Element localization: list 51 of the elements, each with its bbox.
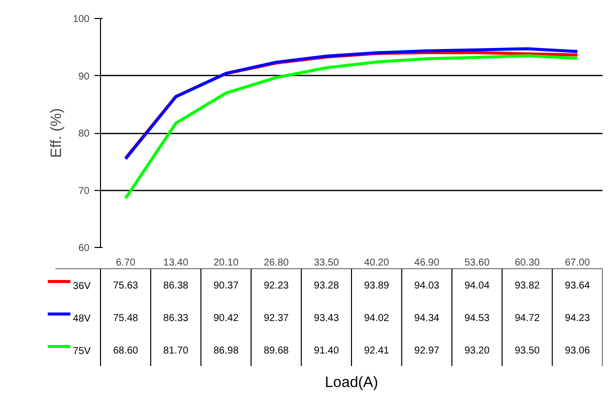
x-tick-label: 40.20 (364, 258, 390, 268)
y-tick-label: 60 (78, 243, 90, 254)
x-tick-label: 60.30 (514, 258, 540, 268)
legend-label: 48V (72, 313, 92, 324)
data-label: 92.41 (364, 345, 390, 356)
data-label: 68.60 (113, 345, 139, 356)
data-label: 94.53 (464, 312, 490, 324)
data-label: 94.23 (564, 312, 590, 324)
x-tick-label: 53.60 (464, 258, 490, 268)
y-tick-label: 80 (78, 128, 90, 140)
y-axis-title: Eff. (%) (48, 108, 65, 158)
legend-label: 75V (72, 346, 92, 357)
x-tick-label: 46.90 (414, 258, 440, 268)
data-label: 86.98 (213, 345, 239, 356)
data-label: 92.37 (264, 312, 290, 324)
data-label: 75.48 (113, 312, 139, 324)
data-label: 90.37 (213, 280, 239, 292)
data-label: 94.72 (514, 312, 540, 324)
data-label: 94.02 (364, 312, 390, 324)
y-tick-label: 100 (72, 14, 90, 25)
y-tick-label: 70 (78, 186, 90, 197)
data-label: 94.34 (414, 312, 440, 324)
x-tick-label: 13.40 (163, 258, 189, 268)
data-label: 93.43 (314, 312, 340, 324)
data-label: 89.68 (264, 345, 290, 356)
data-label: 94.04 (464, 280, 490, 292)
text: Load(A) (324, 374, 378, 391)
x-tick-label: 20.10 (213, 258, 239, 268)
x-tick-label: 26.80 (264, 258, 290, 268)
x-tick-label: 67.00 (564, 258, 590, 268)
data-label: 93.06 (564, 345, 590, 356)
data-label: 86.33 (163, 312, 189, 324)
data-label: 93.82 (514, 280, 540, 292)
x-tick-label: 33.50 (314, 258, 340, 268)
data-label: 94.03 (414, 280, 440, 292)
data-label: 90.42 (213, 312, 239, 324)
data-label: 92.97 (414, 345, 440, 356)
data-label: 93.28 (314, 280, 340, 292)
data-label: 92.23 (264, 280, 290, 292)
data-label: 93.64 (564, 280, 590, 292)
line-series (124, 54, 579, 200)
data-label: 91.40 (314, 345, 340, 356)
y-tick-label: 90 (78, 71, 90, 82)
data-label: 86.38 (163, 280, 189, 292)
data-label: 75.63 (113, 280, 139, 292)
x-tick-label: 6.70 (116, 258, 136, 268)
data-label: 93.50 (514, 345, 540, 356)
data-label: 93.89 (364, 280, 390, 292)
data-label: 81.70 (163, 345, 189, 356)
legend-label: 36V (72, 280, 92, 292)
data-label: 93.20 (464, 345, 490, 356)
